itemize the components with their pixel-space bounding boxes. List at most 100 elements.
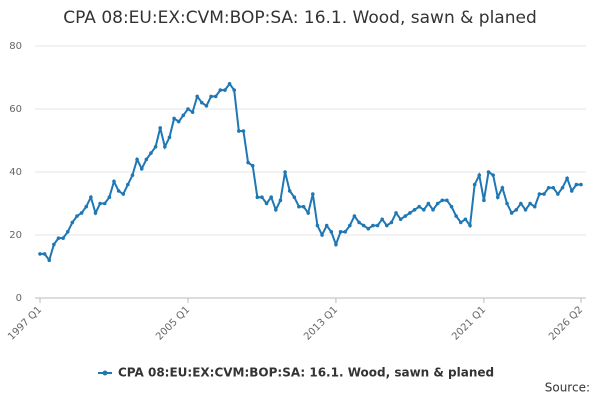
- data-point: [241, 129, 246, 133]
- legend-label: CPA 08:EU:EX:CVM:BOP:SA: 16.1. Wood, saw…: [118, 366, 494, 380]
- x-tick-label: 2005 Q1: [154, 304, 192, 342]
- x-tick-label: 2021 Q1: [450, 304, 488, 342]
- data-point: [315, 223, 320, 228]
- y-tick-label: 80: [9, 41, 22, 52]
- data-point: [546, 185, 551, 190]
- data-point: [237, 129, 241, 133]
- data-point: [287, 189, 292, 193]
- data-point: [126, 182, 130, 187]
- data-point: [343, 230, 347, 234]
- data-point: [227, 82, 232, 86]
- data-point: [398, 217, 403, 222]
- data-point: [130, 173, 135, 177]
- data-point: [352, 214, 357, 218]
- data-point: [445, 198, 449, 203]
- data-point: [139, 167, 144, 171]
- data-point: [486, 170, 491, 174]
- data-point: [38, 252, 42, 256]
- y-tick-label: 40: [9, 167, 22, 178]
- data-point: [505, 201, 509, 206]
- data-point: [334, 242, 338, 247]
- data-point: [306, 211, 310, 215]
- data-point: [301, 204, 306, 209]
- data-point: [412, 208, 417, 212]
- data-point: [431, 208, 435, 212]
- data-point: [204, 104, 209, 108]
- source-label: Source:: [545, 381, 590, 395]
- data-point: [394, 211, 398, 215]
- x-tick-label: 2026 Q2: [547, 304, 585, 342]
- data-point: [107, 195, 112, 199]
- data-point: [209, 94, 213, 99]
- data-point: [361, 223, 366, 228]
- data-point: [42, 252, 47, 256]
- data-point: [283, 170, 287, 174]
- data-point: [403, 214, 408, 218]
- data-point: [468, 223, 472, 228]
- data-point: [440, 198, 445, 203]
- data-point: [93, 211, 98, 215]
- data-point: [255, 195, 260, 199]
- data-point: [523, 208, 528, 212]
- data-point: [52, 242, 56, 247]
- data-point: [477, 173, 482, 177]
- data-point: [509, 211, 514, 215]
- data-point: [167, 135, 172, 140]
- x-tick-label: 1997 Q1: [6, 304, 44, 342]
- data-point: [472, 182, 477, 187]
- data-point: [519, 201, 523, 206]
- data-point: [181, 113, 186, 118]
- data-point: [408, 211, 412, 215]
- y-tick-label: 0: [16, 293, 22, 304]
- data-point: [560, 185, 565, 190]
- data-point: [269, 195, 273, 199]
- data-point: [371, 223, 375, 228]
- data-point: [537, 192, 542, 196]
- data-point: [56, 236, 61, 240]
- data-point: [366, 226, 371, 231]
- data-point: [195, 94, 200, 99]
- data-point: [297, 204, 301, 209]
- data-point: [375, 223, 380, 228]
- data-point: [102, 201, 107, 206]
- data-point: [426, 201, 431, 206]
- data-point: [260, 195, 264, 199]
- data-point: [70, 220, 75, 225]
- data-point: [569, 189, 574, 193]
- data-point: [454, 214, 458, 218]
- data-point: [163, 145, 167, 149]
- data-point: [89, 195, 93, 199]
- data-point: [153, 145, 158, 149]
- data-point: [158, 126, 163, 130]
- data-point: [135, 157, 139, 162]
- data-point: [463, 217, 468, 222]
- data-point: [79, 211, 84, 215]
- data-point: [190, 110, 195, 114]
- data-point: [176, 119, 181, 124]
- data-point: [75, 214, 79, 218]
- data-point: [98, 201, 102, 206]
- data-point: [47, 258, 52, 263]
- data-point: [348, 223, 352, 228]
- data-point: [532, 204, 537, 209]
- data-point: [329, 230, 334, 234]
- data-point: [200, 100, 204, 105]
- data-point: [528, 201, 532, 206]
- data-point: [61, 236, 65, 240]
- data-point: [482, 198, 486, 203]
- data-point: [435, 201, 440, 206]
- series-line: [40, 82, 581, 263]
- data-point: [121, 192, 126, 196]
- data-point: [417, 204, 421, 209]
- data-point: [250, 163, 255, 168]
- data-point: [384, 223, 389, 228]
- data-point: [542, 192, 546, 196]
- x-tick-label: 2013 Q1: [302, 304, 340, 342]
- data-point: [320, 233, 324, 237]
- data-point: [186, 107, 190, 111]
- data-point: [421, 208, 426, 212]
- data-point: [338, 230, 343, 234]
- data-point: [84, 204, 89, 209]
- data-point: [579, 182, 583, 187]
- data-point: [556, 192, 560, 196]
